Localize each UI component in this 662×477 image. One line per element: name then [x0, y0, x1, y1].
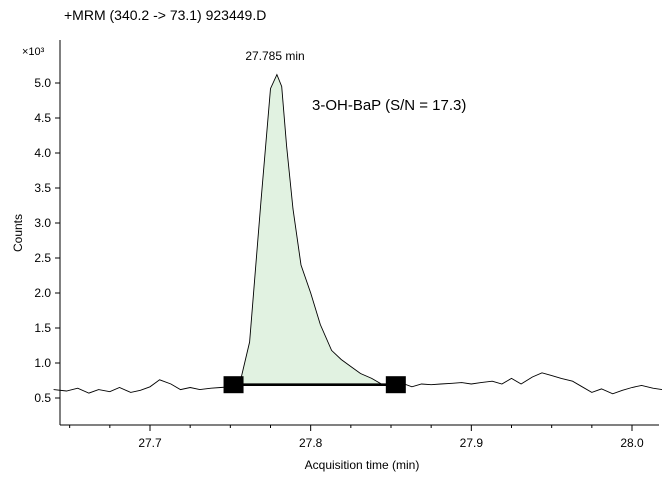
y-tick-label: 2.5	[34, 251, 51, 265]
y-tick-label: 1.5	[34, 321, 51, 335]
y-tick-label: 2.0	[34, 286, 51, 300]
baseline-start-marker[interactable]	[223, 376, 244, 394]
peak-time-label: 27.785 min	[245, 49, 304, 63]
x-axis-ticks: 27.7 27.8 27.9 28.0	[69, 425, 644, 450]
baseline-end-marker[interactable]	[385, 376, 406, 394]
y-axis-label: Counts	[11, 214, 25, 252]
x-axis-label: Acquisition time (min)	[305, 458, 420, 472]
y-tick-label: 3.0	[34, 216, 51, 230]
y-tick-label: 4.5	[34, 111, 51, 125]
y-tick-label: 5.0	[34, 76, 51, 90]
x-tick-label: 27.8	[299, 436, 323, 450]
integrated-peak-area	[233, 74, 396, 385]
y-tick-label: 0.5	[34, 391, 51, 405]
y-multiplier-label: ×10³	[22, 46, 45, 58]
y-tick-label: 4.0	[34, 146, 51, 160]
x-tick-label: 27.7	[138, 436, 162, 450]
signal-trace	[53, 73, 662, 395]
compound-annotation: 3-OH-BaP (S/N = 17.3)	[312, 97, 466, 114]
y-tick-label: 1.0	[34, 356, 51, 370]
chart-title: +MRM (340.2 -> 73.1) 923449.D	[64, 7, 266, 23]
y-axis-ticks: 0.5 1.0 1.5 2.0 2.5 3.0 3.5 4.0 4.5 5.0	[34, 76, 60, 405]
x-tick-label: 27.9	[460, 436, 484, 450]
y-tick-label: 3.5	[34, 181, 51, 195]
x-tick-label: 28.0	[620, 436, 644, 450]
